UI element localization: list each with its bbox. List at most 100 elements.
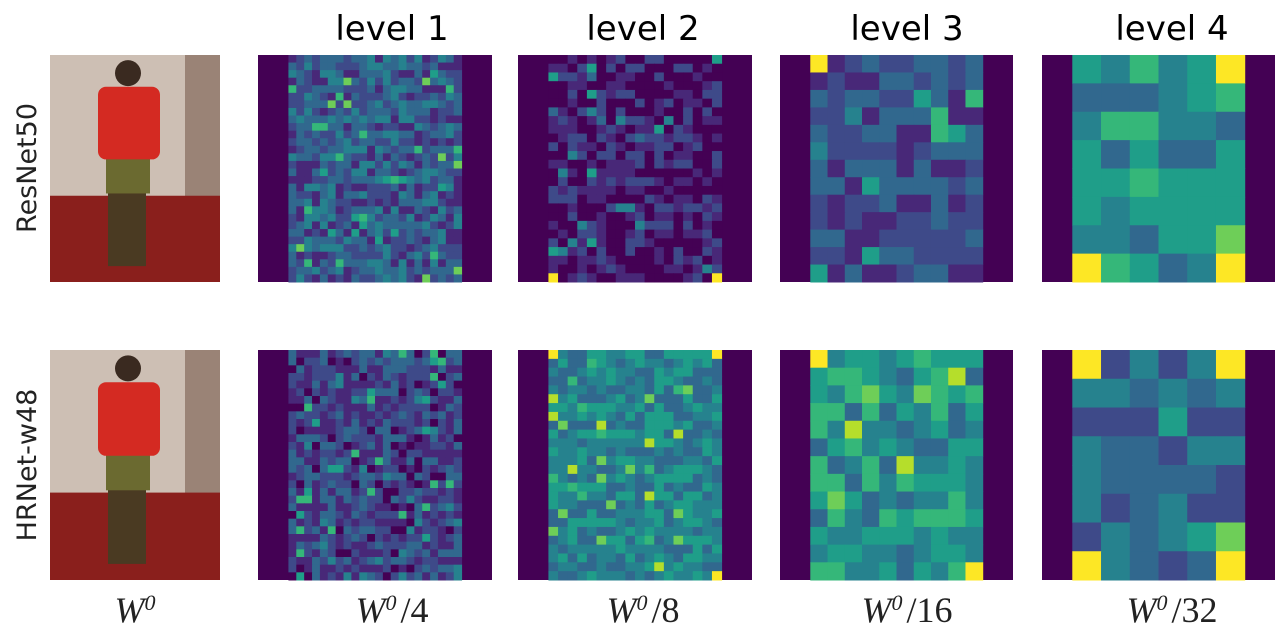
heatmap-cell [288,183,297,192]
heatmap-cell [319,130,329,139]
heatmap-cell [288,55,297,64]
heatmap-cell [343,55,352,64]
heatmap-cell [692,562,703,572]
heatmap-cell [296,465,305,474]
heatmap-cell [390,549,400,558]
heatmap-cell [327,191,337,200]
heatmap-cell [702,438,713,448]
heatmap-cell [296,145,305,154]
heatmap-cell [1187,196,1217,226]
heatmap-cell [635,358,646,369]
heatmap-cell [312,449,321,458]
heatmap-cell [453,350,463,359]
heatmap-cell [343,229,352,238]
heatmap-cell [430,380,439,389]
heatmap-cell [702,491,713,501]
heatmap-cell [810,142,829,161]
heatmap-cell [1215,111,1246,141]
heatmap-cell [445,183,455,192]
heatmap-cell [453,244,463,253]
heatmap-cell [663,238,674,248]
heatmap-cell [606,456,617,466]
heatmap-cell [577,544,588,554]
heatmap-cell [382,518,392,527]
heatmap-cell [327,274,337,283]
heatmap-cell [453,251,463,260]
heatmap-cell [673,98,684,108]
heatmap-cell [606,98,617,108]
heatmap-cell [711,491,723,501]
heatmap-cell [1215,55,1246,84]
heatmap-cell [879,385,897,404]
heatmap-cell [359,236,368,245]
heatmap-cell [567,194,578,204]
heatmap-cell [382,449,392,458]
heatmap-cell [319,62,329,71]
heatmap-cell [390,526,400,535]
heatmap-cell [430,541,439,550]
heatmap-cell [683,151,694,161]
heatmap-cell [422,564,431,573]
heatmap-cell [654,447,665,457]
heatmap-cell [683,238,694,248]
heatmap-cell [453,411,463,420]
heatmap-cell [367,465,376,474]
heatmap-cell [382,442,392,451]
heatmap-cell [406,236,415,245]
heatmap-cell [1072,465,1102,495]
heatmap-cell [398,236,407,245]
heatmap-cell [296,518,305,527]
heatmap-cell [445,396,455,405]
heatmap-cell [606,229,617,239]
heatmap-cell [304,145,313,154]
heatmap-cell [453,274,463,283]
heatmap-cell [398,396,407,405]
heatmap-cell [577,535,588,546]
heatmap-cell [654,124,665,135]
heatmap-cell [288,403,297,412]
heatmap-cell [359,541,368,550]
heatmap-cell [663,98,674,108]
heatmap-cell [615,72,626,82]
heatmap-cell [406,130,415,139]
heatmap-cell [445,100,455,109]
heatmap-cell [558,385,569,395]
heatmap-cell [453,153,463,162]
heatmap-cell [586,98,598,108]
heatmap-cell [663,229,674,239]
heatmap-cell [406,442,415,451]
heatmap-cell [430,236,439,245]
heatmap-cell [948,264,966,283]
heatmap-cell [810,107,829,126]
heatmap-cell [288,442,297,451]
heatmap-cell [548,55,559,65]
heatmap-cell [437,503,447,512]
heatmap-cell [673,264,684,274]
heatmap-cell [702,526,713,537]
heatmap-cell [351,419,360,428]
heatmap-cell [453,107,463,117]
heatmap-cell [913,264,932,283]
heatmap-cell [343,503,352,512]
heatmap-cell [615,159,626,169]
heatmap-cell [382,541,392,550]
heatmap-cell [930,229,949,248]
heatmap-cell [965,385,984,404]
heatmap-cell [319,572,329,581]
heatmap-cell [453,183,463,192]
heatmap-cell [644,411,655,422]
heatmap-cell [453,472,463,481]
heatmap-cell [596,482,607,493]
heatmap-cell [406,85,415,94]
heatmap-cell [683,142,694,152]
heatmap-cell [375,572,384,581]
heatmap-cell [319,244,329,253]
heatmap-cell [319,388,329,397]
heatmap-cell [304,266,313,275]
heatmap-cell [644,124,655,135]
heatmap-cell [406,557,415,566]
heatmap-cell [375,107,384,117]
heatmap-cell [558,411,569,422]
heatmap-cell [414,259,423,268]
heatmap-cell [398,153,407,162]
